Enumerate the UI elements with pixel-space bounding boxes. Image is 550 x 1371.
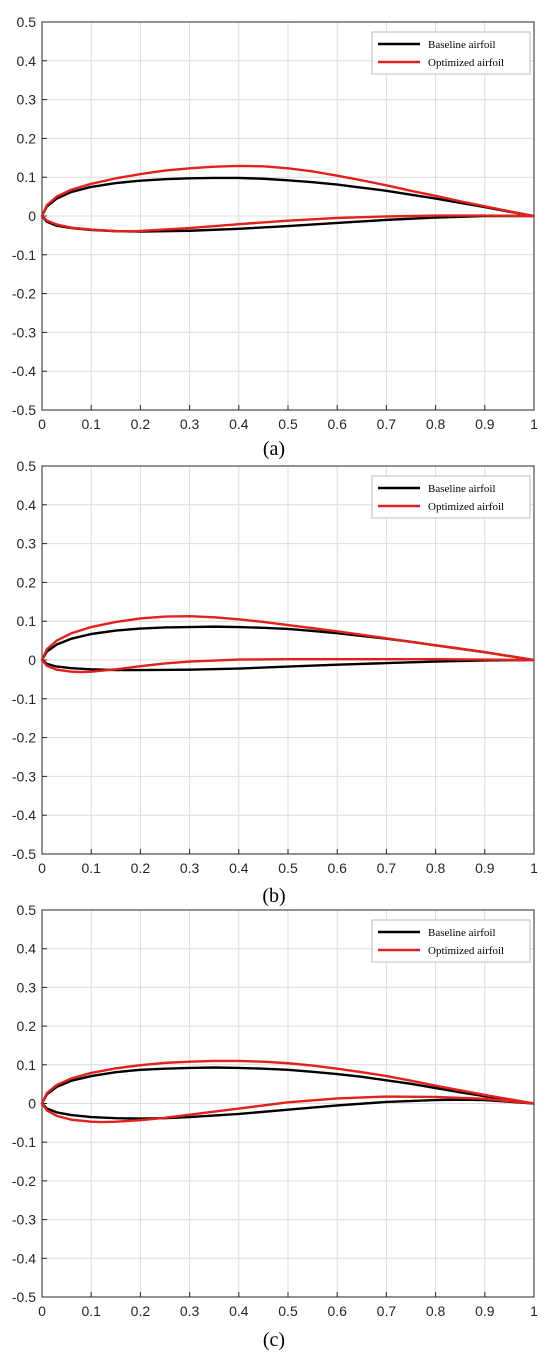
y-tick-label: 0.4 <box>17 497 37 513</box>
y-tick-label: 0.5 <box>17 902 37 918</box>
legend-label: Optimized airfoil <box>428 501 504 513</box>
legend-label: Baseline airfoil <box>428 39 496 51</box>
chart-panel-2: 0 0.1 0.2 0.3 0.4 0.5 0.6 0.7 0.8 0.9 1 0.5 0.4 0.3 0.… <box>12 902 538 1351</box>
x-tick-label: 1 <box>530 860 538 876</box>
x-tick-label: 0 <box>38 860 46 876</box>
legend: Baseline airfoil Optimized airfoil <box>371 31 531 75</box>
x-tick-label: 0.4 <box>229 1303 249 1319</box>
y-tick-label: 0.1 <box>17 613 37 629</box>
legend-box <box>371 31 531 75</box>
x-tick-label: 0.3 <box>180 860 200 876</box>
x-tick-label: 1 <box>530 416 538 432</box>
y-tick-label: -0.3 <box>12 1212 36 1228</box>
y-tick-label: 0.5 <box>17 14 37 30</box>
y-tick-label: -0.1 <box>12 691 36 707</box>
x-tick-label: 0.3 <box>180 416 200 432</box>
y-tick-label: 0.4 <box>17 941 37 957</box>
y-tick-label: -0.1 <box>12 247 36 263</box>
x-tick-label: 0.8 <box>426 1303 446 1319</box>
y-tick-label: 0.1 <box>17 1057 37 1073</box>
panel-caption: (b) <box>262 885 285 907</box>
x-tick-label: 0.2 <box>131 416 151 432</box>
y-tick-label: 0.3 <box>17 979 37 995</box>
y-tick-label: 0 <box>28 208 36 224</box>
y-tick-label: 0.5 <box>17 458 37 474</box>
x-tick-label: 0 <box>38 1303 46 1319</box>
chart-panel-0: 0 0.1 0.2 0.3 0.4 0.5 0.6 0.7 0.8 0.9 1 0.5 0.4 0.3 0.… <box>12 14 538 460</box>
y-tick-label: -0.2 <box>12 286 36 302</box>
x-tick-label: 0.9 <box>475 1303 495 1319</box>
x-tick-label: 0.5 <box>278 1303 298 1319</box>
chart-panel-1: 0 0.1 0.2 0.3 0.4 0.5 0.6 0.7 0.8 0.9 1 0.5 0.4 0.3 0.… <box>12 458 538 907</box>
x-tick-label: 0.7 <box>377 860 397 876</box>
y-tick-label: -0.5 <box>12 1289 36 1305</box>
x-tick-label: 1 <box>530 1303 538 1319</box>
y-tick-label: -0.1 <box>12 1134 36 1150</box>
legend: Baseline airfoil Optimized airfoil <box>371 919 531 963</box>
x-tick-label: 0.6 <box>327 416 347 432</box>
x-tick-label: 0.4 <box>229 860 249 876</box>
y-tick-label: 0.1 <box>17 169 37 185</box>
legend: Baseline airfoil Optimized airfoil <box>371 475 531 519</box>
x-tick-label: 0.7 <box>377 416 397 432</box>
y-tick-label: 0.2 <box>17 1018 37 1034</box>
y-tick-label: -0.4 <box>12 807 36 823</box>
panel-caption: (c) <box>263 1329 285 1351</box>
x-tick-label: 0.8 <box>426 416 446 432</box>
x-tick-label: 0 <box>38 416 46 432</box>
optimized-airfoil-curve <box>40 614 535 674</box>
y-tick-label: -0.5 <box>12 846 36 862</box>
x-tick-label: 0.5 <box>278 860 298 876</box>
y-tick-label: -0.3 <box>12 768 36 784</box>
x-tick-label: 0.1 <box>81 416 101 432</box>
y-tick-label: -0.5 <box>12 402 36 418</box>
x-tick-label: 0.1 <box>81 1303 101 1319</box>
x-tick-label: 0.3 <box>180 1303 200 1319</box>
x-tick-label: 0.9 <box>475 416 495 432</box>
x-tick-label: 0.9 <box>475 860 495 876</box>
legend-label: Optimized airfoil <box>428 945 504 957</box>
legend-box <box>371 475 531 519</box>
x-tick-label: 0.6 <box>327 1303 347 1319</box>
legend-label: Optimized airfoil <box>428 57 504 69</box>
baseline-airfoil-curve <box>40 1066 535 1120</box>
panel-caption: (a) <box>263 438 285 460</box>
x-tick-label: 0.8 <box>426 860 446 876</box>
legend-box <box>371 919 531 963</box>
baseline-airfoil-curve <box>40 176 535 233</box>
y-tick-label: 0.3 <box>17 92 37 108</box>
y-tick-label: 0.2 <box>17 574 37 590</box>
legend-label: Baseline airfoil <box>428 483 496 495</box>
y-tick-label: 0 <box>28 652 36 668</box>
y-tick-label: -0.2 <box>12 730 36 746</box>
y-tick-label: -0.2 <box>12 1173 36 1189</box>
legend-label: Baseline airfoil <box>428 927 496 939</box>
optimized-airfoil-curve <box>40 164 535 233</box>
y-tick-label: -0.4 <box>12 363 36 379</box>
x-tick-label: 0.5 <box>278 416 298 432</box>
optimized-airfoil-curve <box>40 1059 535 1124</box>
y-tick-label: 0.4 <box>17 53 37 69</box>
y-tick-label: -0.4 <box>12 1250 36 1266</box>
x-tick-label: 0.2 <box>131 1303 151 1319</box>
x-tick-label: 0.1 <box>81 860 101 876</box>
x-tick-label: 0.7 <box>377 1303 397 1319</box>
y-tick-label: 0 <box>28 1096 36 1112</box>
x-tick-label: 0.6 <box>327 860 347 876</box>
x-tick-label: 0.4 <box>229 416 249 432</box>
y-tick-label: 0.3 <box>17 536 37 552</box>
x-tick-label: 0.2 <box>131 860 151 876</box>
y-tick-label: -0.3 <box>12 324 36 340</box>
y-tick-label: 0.2 <box>17 130 37 146</box>
